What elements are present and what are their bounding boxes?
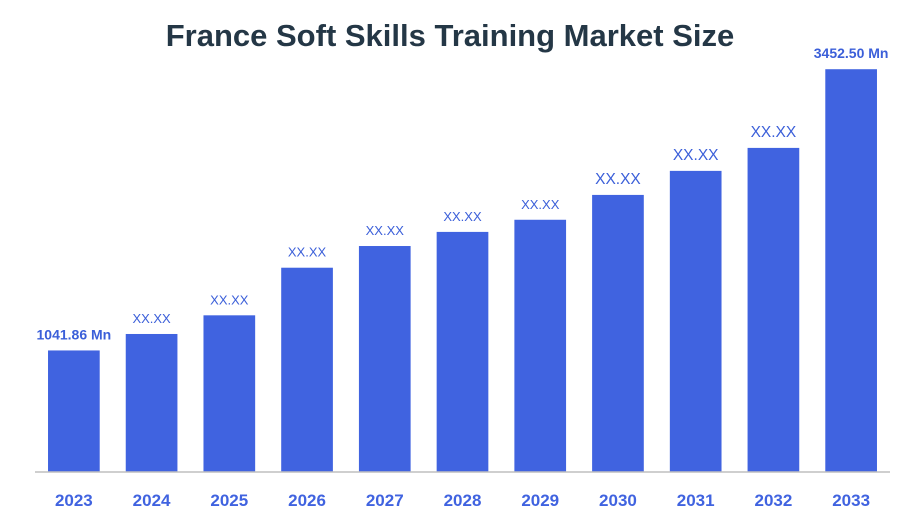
bar-2033 xyxy=(825,69,877,472)
data-label-2023: 1041.86 Mn xyxy=(37,326,112,342)
data-label-2032: XX.XX xyxy=(751,124,797,141)
data-label-2028: XX.XX xyxy=(443,209,482,224)
bar-2026 xyxy=(281,267,333,472)
x-tick-label-2023: 2023 xyxy=(55,491,93,510)
x-tick-label-2025: 2025 xyxy=(210,491,248,510)
bar-2032 xyxy=(747,147,800,472)
data-label-2024: XX.XX xyxy=(132,311,171,326)
data-label-2026: XX.XX xyxy=(288,245,327,260)
x-tick-label-2032: 2032 xyxy=(754,491,792,510)
x-tick-labels: 2023 2024 2025 2026 2027 2028 2029 2030 2031 2032… xyxy=(55,491,870,510)
data-label-2025: XX.XX xyxy=(210,292,249,307)
x-tick-label-2029: 2029 xyxy=(521,491,559,510)
x-tick-label-2033: 2033 xyxy=(832,491,870,510)
data-labels-layer: 1041.86 Mn XX.XX XX.XX XX.XX XX.XX XX.XX XX.XX… xyxy=(37,45,889,342)
x-tick-label-2028: 2028 xyxy=(444,491,482,510)
x-tick-label-2031: 2031 xyxy=(677,491,715,510)
data-label-2033: 3452.50 Mn xyxy=(814,45,889,61)
bar-2028 xyxy=(436,231,489,472)
bar-2031 xyxy=(669,170,722,472)
chart-title: France Soft Skills Training Market Size xyxy=(165,18,735,53)
x-tick-label-2030: 2030 xyxy=(599,491,637,510)
bar-2027 xyxy=(358,246,411,472)
x-tick-label-2027: 2027 xyxy=(366,491,404,510)
bar-2025 xyxy=(203,315,256,472)
bar-2030 xyxy=(592,194,644,472)
x-tick-label-2026: 2026 xyxy=(288,491,326,510)
data-label-2029: XX.XX xyxy=(521,197,560,212)
bars-layer xyxy=(48,69,877,472)
data-label-2031: XX.XX xyxy=(673,147,719,164)
bar-2029 xyxy=(514,219,567,472)
bar-2024 xyxy=(125,333,178,472)
x-tick-label-2024: 2024 xyxy=(133,491,171,510)
data-label-2027: XX.XX xyxy=(366,223,405,238)
data-label-2030: XX.XX xyxy=(595,171,641,188)
bar-2023 xyxy=(48,350,100,472)
